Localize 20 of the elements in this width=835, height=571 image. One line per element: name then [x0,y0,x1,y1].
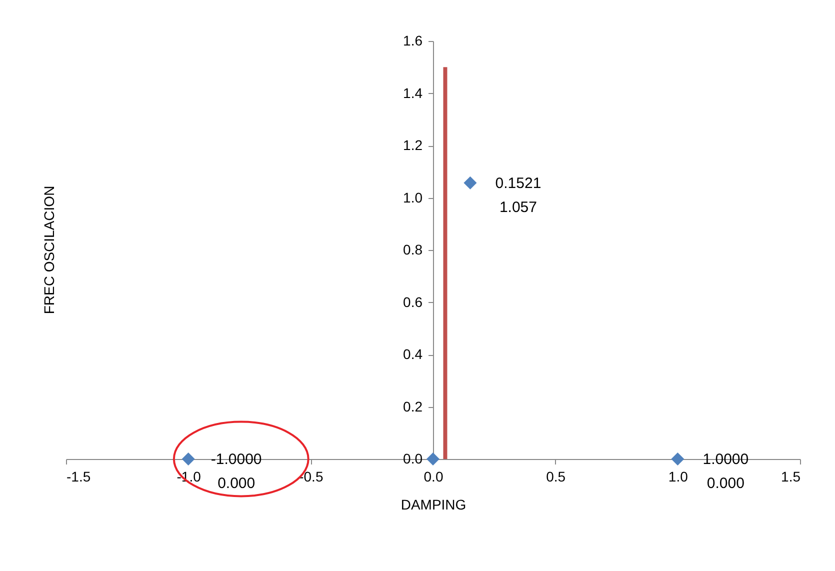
y-tick-label: 0.2 [403,398,423,414]
y-tick-label: 0.6 [403,294,423,310]
y-tick-label: 1.2 [403,137,423,153]
y-tick-label: 1.6 [403,32,423,48]
x-tick-label: 0.0 [424,468,444,484]
y-tick-label: 0.0 [403,450,423,466]
y-tick-label: 0.4 [403,346,423,362]
y-tick-label: 0.8 [403,242,423,258]
x-tick-label: 0.5 [546,468,566,484]
x-tick-label: -0.5 [299,468,324,484]
x-tick-label: 1.0 [668,468,688,484]
y-tick-label: 1.4 [403,84,423,101]
y-axis-title: FREC OSCILACION [41,186,57,314]
x-tick-label: 1.5 [781,468,801,484]
x-tick-label: -1.5 [66,468,91,484]
x-axis-title: DAMPING [400,496,466,512]
data-label: -1.0000 0.000 [210,451,262,492]
data-label: 0.1521 1.057 [495,174,542,216]
data-label: 1.0000 0.000 [702,451,749,492]
y-tick-label: 1.0 [403,189,423,206]
